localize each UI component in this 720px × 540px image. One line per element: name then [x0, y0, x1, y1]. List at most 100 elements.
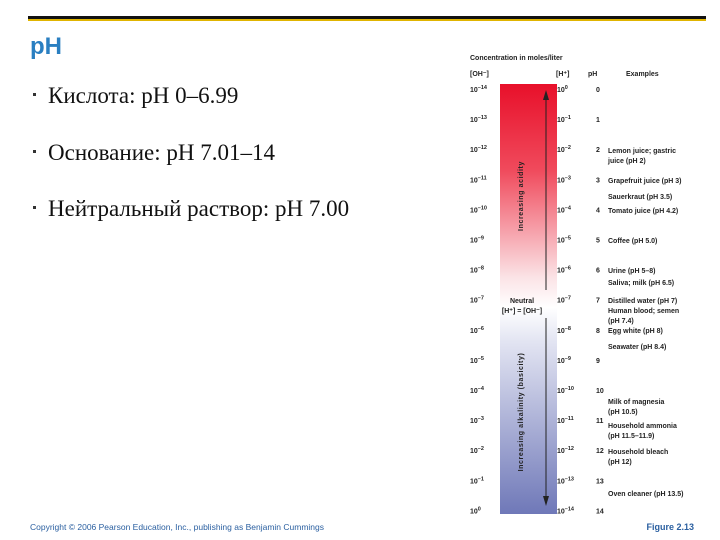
exponent: –6 — [478, 326, 484, 332]
base: 10 — [557, 328, 565, 335]
oh-concentration: 10–11 — [470, 175, 487, 184]
base: 10 — [557, 87, 565, 94]
example: Human blood; semen — [608, 308, 679, 315]
exponent: –9 — [565, 356, 571, 362]
arrow-head — [543, 90, 549, 100]
h-concentration: 10–6 — [557, 266, 571, 275]
column-header: [OH⁻] — [470, 71, 489, 78]
base: 10 — [470, 358, 478, 365]
ph-value: 12 — [596, 448, 604, 455]
oh-concentration: 10–1 — [470, 476, 484, 485]
base: 10 — [470, 207, 478, 214]
example: (pH 12) — [608, 459, 632, 466]
bullet-text: Нейтральный раствор: pH 7.00 — [48, 196, 349, 221]
h-concentration: 100 — [557, 85, 568, 94]
base: 10 — [470, 328, 478, 335]
base: 10 — [470, 87, 478, 94]
base: 10 — [470, 177, 478, 184]
example: Egg white (pH 8) — [608, 328, 663, 335]
exponent: –14 — [565, 506, 575, 512]
ph-value: 6 — [596, 268, 600, 275]
exponent: –3 — [565, 175, 571, 181]
bullet-dot — [33, 93, 36, 96]
bullet-dot — [33, 150, 36, 153]
example: (pH 10.5) — [608, 409, 638, 416]
ph-value: 7 — [596, 298, 600, 305]
ph-value: 13 — [596, 478, 604, 485]
example: Seawater (pH 8.4) — [608, 344, 666, 351]
base: 10 — [557, 508, 565, 515]
top-rule-gold — [28, 19, 706, 21]
base: 10 — [557, 448, 565, 455]
h-concentration: 10–9 — [557, 356, 571, 365]
column-header: pH — [588, 71, 597, 78]
ph-value: 8 — [596, 328, 600, 335]
ph-value: 10 — [596, 388, 604, 395]
oh-concentration: 10–2 — [470, 446, 484, 455]
ph-value: 9 — [596, 358, 600, 365]
h-concentration: 10–7 — [557, 296, 571, 305]
exponent: –3 — [478, 416, 484, 422]
neutral-label: Neutral — [510, 298, 534, 305]
bullet-text: Кислота: pH 0–6.99 — [48, 83, 238, 108]
h-concentration: 10–8 — [557, 326, 571, 335]
base: 10 — [470, 388, 478, 395]
figure-label: Figure 2.13 — [646, 522, 694, 532]
oh-concentration: 10–10 — [470, 205, 487, 214]
exponent: 0 — [478, 506, 481, 512]
ph-bar — [500, 84, 557, 514]
exponent: –12 — [565, 446, 574, 452]
h-concentration: 10–3 — [557, 175, 571, 184]
acidity-label: Increasing acidity — [518, 161, 525, 231]
h-concentration: 10–14 — [557, 506, 575, 515]
ph-value: 5 — [596, 238, 600, 245]
example: Milk of magnesia — [608, 399, 665, 406]
example: Saliva; milk (pH 6.5) — [608, 280, 674, 287]
oh-concentration: 10–7 — [470, 296, 484, 305]
oh-concentration: 10–8 — [470, 266, 484, 275]
oh-concentration: 10–12 — [470, 145, 487, 154]
example: Urine (pH 5–8) — [608, 268, 655, 275]
example: Household ammonia — [608, 423, 677, 430]
exponent: –14 — [478, 85, 488, 91]
ph-value: 1 — [596, 117, 600, 124]
oh-concentration: 100 — [470, 506, 481, 515]
base: 10 — [470, 418, 478, 425]
ph-value: 0 — [596, 87, 600, 94]
base: 10 — [557, 207, 565, 214]
example: Distilled water (pH 7) — [608, 298, 677, 305]
base: 10 — [557, 358, 565, 365]
column-header: Examples — [626, 71, 659, 78]
ph-value: 4 — [596, 207, 600, 214]
example: Sauerkraut (pH 3.5) — [608, 194, 672, 201]
oh-concentration: 10–3 — [470, 416, 484, 425]
base: 10 — [557, 388, 565, 395]
base: 10 — [557, 238, 565, 245]
h-concentration: 10–11 — [557, 416, 574, 425]
exponent: –13 — [478, 115, 487, 121]
ph-value: 14 — [596, 508, 604, 515]
exponent: –10 — [565, 386, 574, 392]
exponent: –10 — [478, 205, 487, 211]
ph-value: 3 — [596, 177, 600, 184]
exponent: –11 — [565, 416, 574, 422]
base: 10 — [557, 177, 565, 184]
example: Grapefruit juice (pH 3) — [608, 178, 682, 185]
base: 10 — [557, 268, 565, 275]
neutral-eq: [H⁺] = [OH⁻] — [502, 308, 542, 315]
bullet-dot — [33, 206, 36, 209]
base: 10 — [470, 298, 478, 305]
exponent: –2 — [478, 446, 484, 452]
exponent: –6 — [565, 266, 571, 272]
alkalinity-label: Increasing alkalinity (basicity) — [518, 353, 525, 472]
h-concentration: 10–5 — [557, 236, 571, 245]
base: 10 — [470, 478, 478, 485]
h-concentration: 10–13 — [557, 476, 574, 485]
exponent: –1 — [565, 115, 571, 121]
exponent: –7 — [565, 296, 571, 302]
exponent: –2 — [565, 145, 571, 151]
oh-concentration: 10–9 — [470, 236, 484, 245]
example: Coffee (pH 5.0) — [608, 238, 657, 245]
slide-title: pH — [30, 33, 62, 60]
